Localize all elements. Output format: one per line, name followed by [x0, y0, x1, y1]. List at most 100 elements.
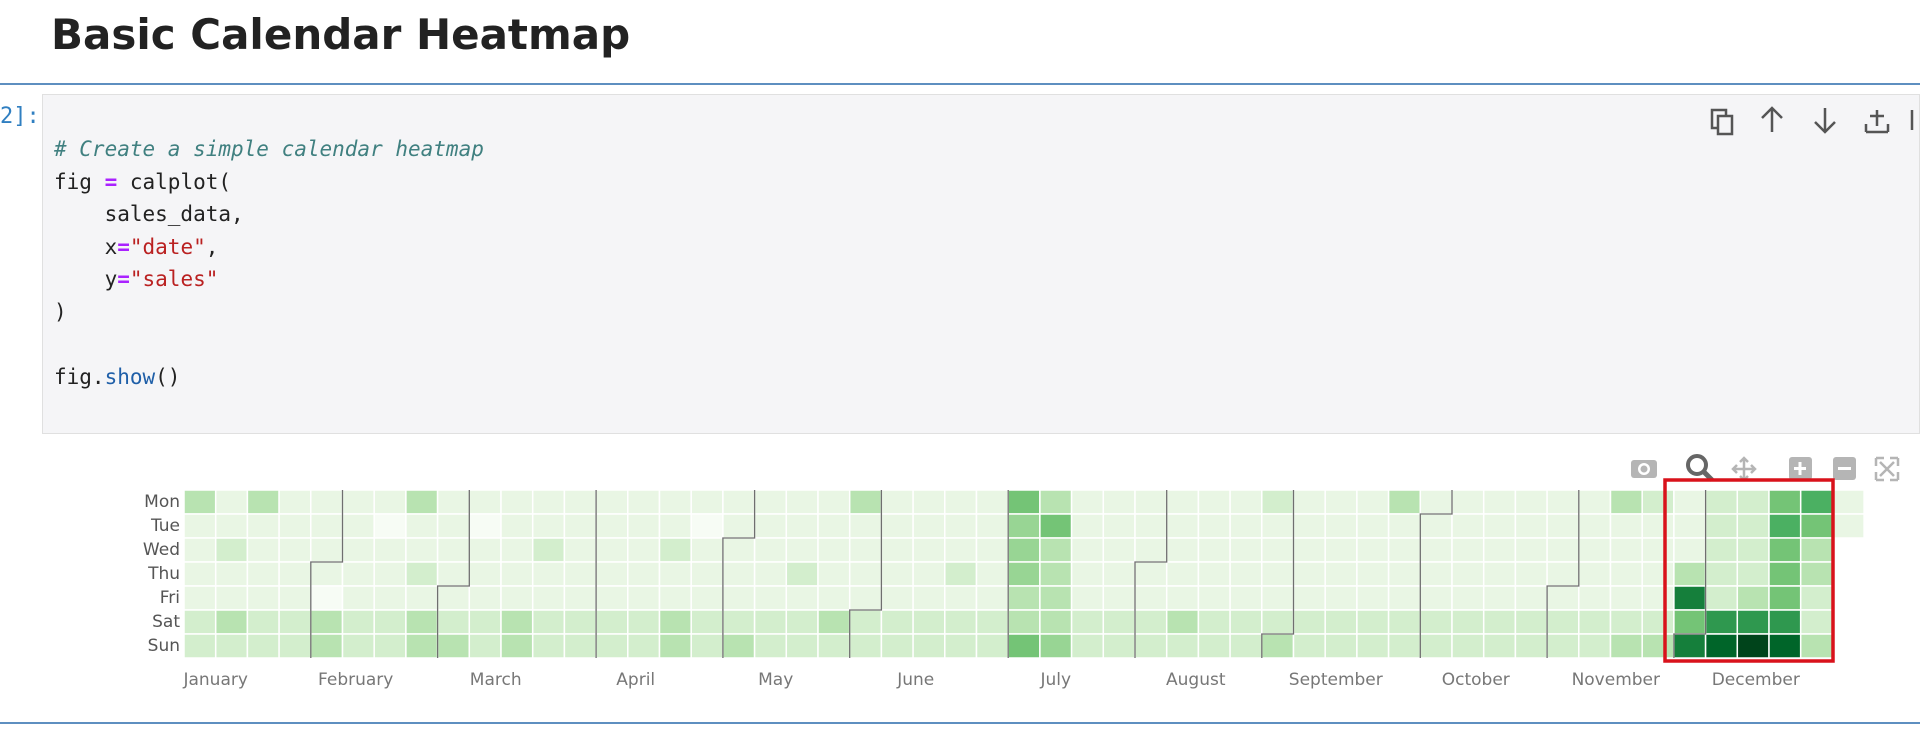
- day-cell: [183, 513, 217, 539]
- move-up-button[interactable]: [1761, 106, 1783, 132]
- day-label: Thu: [147, 564, 180, 584]
- day-cell: [1039, 633, 1073, 659]
- day-cell: [1514, 489, 1548, 515]
- zoom-out-button[interactable]: [1833, 457, 1856, 480]
- day-cell: [1799, 585, 1834, 611]
- day-cell: [595, 513, 629, 539]
- day-cell: [1482, 609, 1517, 635]
- day-cell: [531, 513, 566, 539]
- day-cell: [183, 561, 217, 587]
- day-cell: [1387, 561, 1422, 587]
- code-line: y="sales": [54, 263, 1919, 296]
- day-cell: [1070, 537, 1105, 563]
- code-cell[interactable]: # Create a simple calendar heatmap fig = …: [42, 94, 1920, 434]
- day-cell: [1799, 489, 1834, 515]
- day-cell: [246, 537, 280, 563]
- day-cell: [627, 561, 661, 587]
- day-cell: [341, 513, 375, 539]
- day-cell: [817, 561, 851, 587]
- day-cell: [436, 609, 471, 635]
- insert-below-button[interactable]: [1864, 110, 1890, 134]
- day-cell: [1356, 513, 1390, 539]
- day-cell: [658, 513, 692, 539]
- day-cell: [690, 537, 724, 563]
- day-cell: [880, 609, 914, 635]
- day-cell: [468, 585, 502, 611]
- day-cell: [1704, 609, 1739, 635]
- day-cell: [500, 585, 534, 611]
- day-cell: [1419, 537, 1453, 563]
- day-cell: [627, 633, 661, 659]
- day-cell: [1261, 537, 1295, 563]
- day-cell: [1197, 513, 1231, 539]
- day-cell: [563, 609, 597, 635]
- day-cell: [1229, 513, 1263, 539]
- day-cell: [1007, 489, 1041, 515]
- day-cell: [1261, 513, 1295, 539]
- day-cell: [1324, 585, 1358, 611]
- day-cell: [1229, 633, 1263, 659]
- day-cell: [1102, 561, 1136, 587]
- day-cell: [1514, 585, 1548, 611]
- day-cell: [1261, 585, 1295, 611]
- day-cell: [1007, 633, 1041, 659]
- day-cell: [1609, 489, 1643, 515]
- day-cell: [817, 609, 851, 635]
- zoom-in-button[interactable]: [1789, 457, 1812, 480]
- day-cell: [1482, 537, 1517, 563]
- day-cell: [468, 633, 502, 659]
- duplicate-button[interactable]: [1710, 108, 1734, 136]
- code-token: fig.: [54, 365, 105, 390]
- camera-button[interactable]: [1631, 460, 1657, 478]
- day-cell: [214, 561, 249, 587]
- day-cell: [1165, 513, 1200, 539]
- day-cell: [1451, 537, 1485, 563]
- code-token: calplot(: [117, 169, 232, 194]
- code-token: y: [54, 267, 118, 292]
- day-cell: [1197, 537, 1231, 563]
- day-cell: [1387, 537, 1422, 563]
- day-cell: [1482, 489, 1517, 515]
- day-cell: [817, 585, 851, 611]
- day-cell: [595, 609, 629, 635]
- code-line: # Create a simple calendar heatmap: [54, 133, 1919, 166]
- day-cell: [1831, 489, 1865, 515]
- zoom-button[interactable]: [1686, 454, 1714, 482]
- day-cell: [753, 489, 788, 515]
- day-cell: [1261, 561, 1295, 587]
- month-boundary: [1134, 490, 1168, 658]
- day-cell: [1546, 513, 1580, 539]
- day-cell: [848, 585, 883, 611]
- day-cell: [1356, 537, 1390, 563]
- day-cell: [183, 633, 217, 659]
- day-cell: [1039, 489, 1073, 515]
- day-cell: [436, 633, 471, 659]
- day-cell: [690, 489, 724, 515]
- day-cell: [1102, 489, 1136, 515]
- day-cell: [1070, 633, 1105, 659]
- day-cell: [405, 585, 439, 611]
- day-cell: [1546, 633, 1580, 659]
- day-cell: [1736, 513, 1770, 539]
- day-cell: [531, 609, 566, 635]
- day-cell: [563, 513, 597, 539]
- day-cell: [531, 561, 566, 587]
- autoscale-button[interactable]: [1874, 456, 1900, 482]
- day-cell: [436, 561, 471, 587]
- day-cell: [1070, 609, 1105, 635]
- move-down-button[interactable]: [1814, 108, 1836, 134]
- day-cell: [1546, 489, 1580, 515]
- day-cell: [1736, 561, 1770, 587]
- day-cell: [817, 633, 851, 659]
- day-cell: [975, 561, 1009, 587]
- day-cell: [1609, 609, 1643, 635]
- day-cell: [658, 537, 692, 563]
- day-cell: [1292, 609, 1326, 635]
- pan-button[interactable]: [1731, 456, 1757, 482]
- day-cell: [183, 585, 217, 611]
- day-cell: [880, 513, 914, 539]
- day-cell: [975, 537, 1009, 563]
- day-cell: [531, 489, 566, 515]
- day-cell: [1609, 513, 1643, 539]
